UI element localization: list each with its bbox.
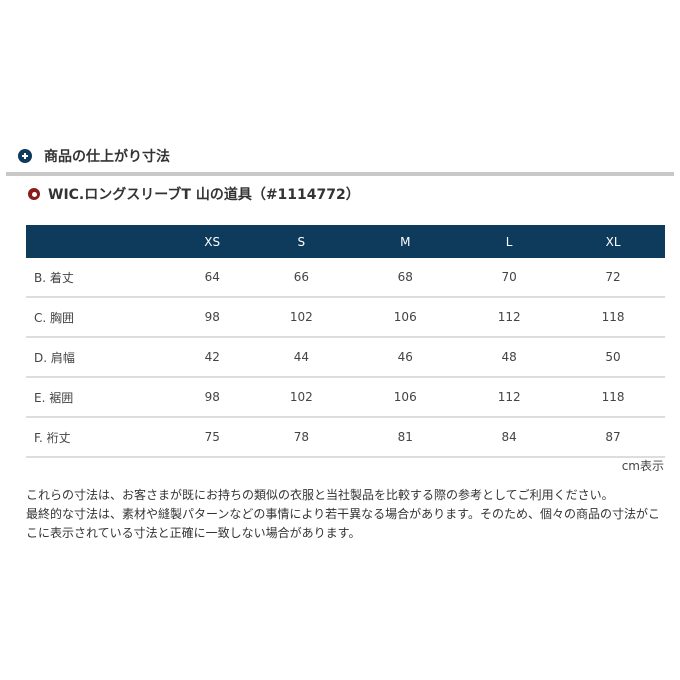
size-value: 46 (353, 337, 458, 378)
table-row: B. 着丈 64 66 68 70 72 (26, 258, 665, 298)
circle-bullet-icon (28, 188, 40, 200)
size-value: 48 (457, 337, 562, 378)
row-label: D. 肩幅 (26, 337, 175, 378)
header-cell (26, 225, 175, 258)
size-value: 87 (561, 417, 665, 458)
size-value: 118 (561, 377, 665, 418)
size-value: 102 (249, 377, 354, 418)
size-value: 98 (175, 297, 250, 338)
size-value: 66 (249, 258, 354, 298)
notes: これらの寸法は、お客さまが既にお持ちの類似の衣服と当社製品を比較する際の参考とし… (26, 486, 666, 543)
note-line: 最終的な寸法は、素材や縫製パターンなどの事情により若干異なる場合があります。その… (26, 507, 660, 540)
size-value: 44 (249, 337, 354, 378)
size-value: 70 (457, 258, 562, 298)
header-cell: XS (175, 225, 250, 258)
table-row: C. 胸囲 98 102 106 112 118 (26, 297, 665, 338)
row-label: E. 裾囲 (26, 377, 175, 418)
table-row: E. 裾囲 98 102 106 112 118 (26, 377, 665, 418)
header-cell: L (457, 225, 562, 258)
size-value: 98 (175, 377, 250, 418)
size-value: 75 (175, 417, 250, 458)
size-value: 72 (561, 258, 665, 298)
product-heading: WIC.ロングスリーブT 山の道具（#1114772） (18, 184, 360, 204)
note-line: これらの寸法は、お客さまが既にお持ちの類似の衣服と当社製品を比較する際の参考とし… (26, 488, 614, 502)
size-value: 78 (249, 417, 354, 458)
size-value: 42 (175, 337, 250, 378)
size-value: 106 (353, 297, 458, 338)
plus-circle-icon (18, 149, 32, 163)
table-row: F. 裄丈 75 78 81 84 87 (26, 417, 665, 458)
header-cell: M (353, 225, 458, 258)
product-title: WIC.ロングスリーブT 山の道具（#1114772） (48, 187, 360, 203)
size-value: 64 (175, 258, 250, 298)
header-cell: XL (561, 225, 665, 258)
row-label: F. 裄丈 (26, 417, 175, 458)
size-table: XS S M L XL B. 着丈 64 66 68 70 72 C. 胸囲 98 102 106… (26, 225, 665, 458)
section-title: 商品の仕上がり寸法 (44, 149, 170, 165)
size-value: 50 (561, 337, 665, 378)
section-heading: 商品の仕上がり寸法 (18, 146, 170, 166)
size-value: 102 (249, 297, 354, 338)
row-label: C. 胸囲 (26, 297, 175, 338)
row-label: B. 着丈 (26, 258, 175, 298)
size-value: 81 (353, 417, 458, 458)
size-value: 112 (457, 297, 562, 338)
table-header-row: XS S M L XL (26, 225, 665, 258)
table-row: D. 肩幅 42 44 46 48 50 (26, 337, 665, 378)
size-value: 106 (353, 377, 458, 418)
divider (6, 172, 674, 176)
size-value: 112 (457, 377, 562, 418)
size-value: 118 (561, 297, 665, 338)
unit-note: cm表示 (621, 459, 664, 473)
size-value: 84 (457, 417, 562, 458)
header-cell: S (249, 225, 354, 258)
size-value: 68 (353, 258, 458, 298)
